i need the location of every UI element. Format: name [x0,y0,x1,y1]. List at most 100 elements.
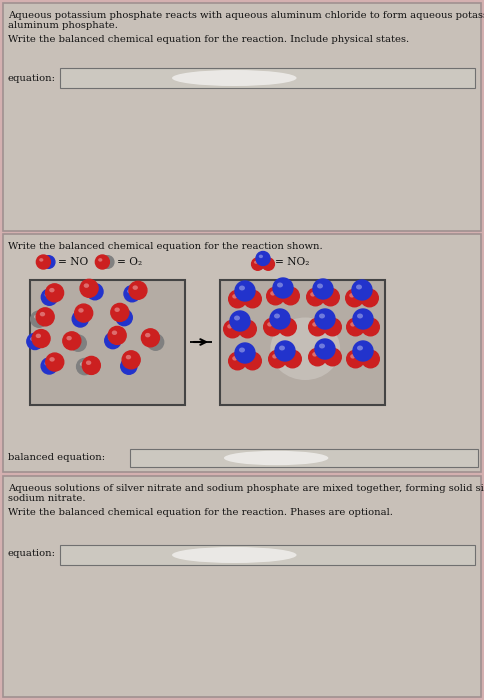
Circle shape [282,287,299,304]
Ellipse shape [265,260,268,264]
Circle shape [352,280,372,300]
Ellipse shape [39,258,44,262]
Circle shape [262,258,274,270]
Text: Write the balanced chemical equation for the reaction. Phases are optional.: Write the balanced chemical equation for… [8,508,393,517]
Circle shape [41,358,57,374]
Ellipse shape [49,288,55,293]
Circle shape [244,290,261,308]
Circle shape [32,330,50,348]
Ellipse shape [267,322,272,327]
Circle shape [45,284,63,302]
FancyBboxPatch shape [190,341,212,343]
Circle shape [105,332,121,349]
Ellipse shape [73,339,78,343]
FancyBboxPatch shape [3,476,481,697]
Ellipse shape [242,324,247,328]
FancyBboxPatch shape [3,234,481,472]
Circle shape [264,318,281,336]
Circle shape [252,258,264,270]
Circle shape [269,350,287,368]
Circle shape [229,352,246,370]
Ellipse shape [277,283,283,288]
Text: equation:: equation: [8,549,56,558]
Ellipse shape [357,314,363,318]
Circle shape [256,251,270,265]
Circle shape [111,303,129,321]
Ellipse shape [279,346,285,351]
Circle shape [36,255,50,269]
Text: balanced equation:: balanced equation: [8,453,105,462]
Circle shape [230,311,250,331]
Ellipse shape [232,356,238,360]
Circle shape [244,352,261,370]
Circle shape [267,287,284,304]
Circle shape [235,343,255,363]
Ellipse shape [247,294,253,299]
Ellipse shape [114,307,120,312]
Ellipse shape [365,354,370,358]
Ellipse shape [30,337,35,341]
Circle shape [362,350,379,368]
Circle shape [361,289,378,307]
Ellipse shape [40,312,45,316]
Ellipse shape [108,336,113,340]
Ellipse shape [172,70,297,86]
Ellipse shape [172,547,297,563]
Circle shape [353,341,373,361]
Ellipse shape [49,357,55,362]
Circle shape [347,350,364,368]
Ellipse shape [36,334,41,338]
Ellipse shape [126,355,131,359]
Circle shape [324,318,341,336]
Ellipse shape [232,294,238,299]
Ellipse shape [247,356,253,360]
Circle shape [270,309,290,329]
Ellipse shape [312,322,318,327]
Ellipse shape [145,333,151,337]
Circle shape [101,256,114,268]
Ellipse shape [356,284,362,290]
Ellipse shape [259,255,263,258]
Circle shape [315,309,335,329]
Circle shape [224,320,242,338]
Circle shape [80,279,98,298]
Circle shape [70,335,86,351]
Ellipse shape [270,291,275,295]
Circle shape [279,318,296,336]
Circle shape [42,256,55,268]
Ellipse shape [124,362,129,366]
Ellipse shape [120,313,124,317]
Circle shape [122,351,140,369]
Circle shape [309,318,326,336]
Ellipse shape [350,354,356,358]
Ellipse shape [327,352,333,356]
Circle shape [124,286,140,302]
Ellipse shape [76,314,80,318]
Circle shape [41,289,58,305]
Ellipse shape [234,316,240,321]
Text: Aqueous solutions of silver nitrate and sodium phosphate are mixed together, for: Aqueous solutions of silver nitrate and … [8,484,484,493]
Circle shape [36,308,54,326]
Circle shape [121,358,137,375]
Ellipse shape [90,287,95,291]
Text: Write the balanced chemical equation for the reaction shown.: Write the balanced chemical equation for… [8,242,323,251]
Ellipse shape [365,322,370,327]
Ellipse shape [239,347,245,353]
Circle shape [353,309,373,329]
Circle shape [75,304,93,322]
Ellipse shape [272,354,277,358]
Ellipse shape [285,291,290,295]
FancyBboxPatch shape [220,280,385,405]
Ellipse shape [287,354,292,358]
Ellipse shape [98,258,103,262]
Circle shape [148,334,164,350]
Circle shape [72,311,89,327]
Circle shape [87,284,103,300]
Ellipse shape [45,293,49,297]
Circle shape [76,358,93,375]
Ellipse shape [282,322,287,327]
Circle shape [63,332,81,350]
Ellipse shape [45,361,49,365]
Ellipse shape [325,292,331,297]
Ellipse shape [271,318,340,380]
